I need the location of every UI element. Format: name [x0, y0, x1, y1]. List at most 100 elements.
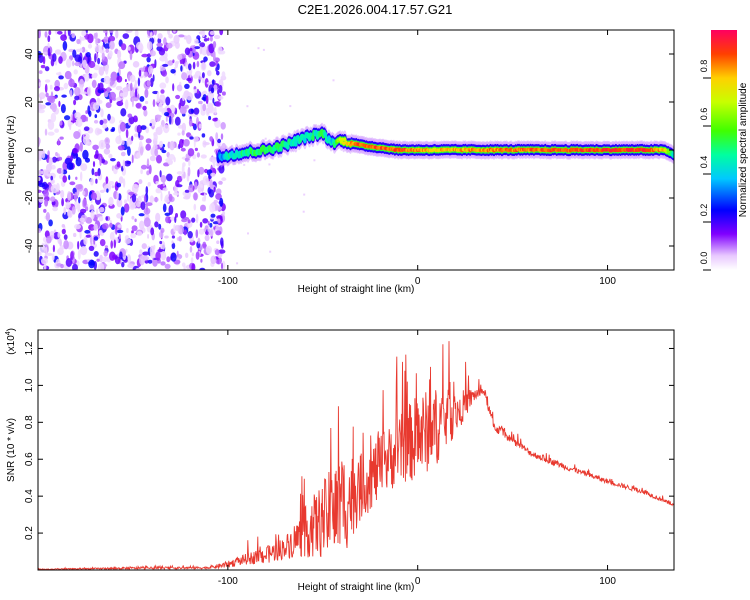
- noise-speck: [79, 221, 84, 225]
- noise-speck: [44, 66, 50, 72]
- noise-speck: [58, 100, 61, 107]
- spectrogram-y-tick-label: 0: [24, 147, 35, 153]
- noise-speck: [126, 146, 131, 157]
- noise-speck: [171, 242, 176, 250]
- noise-speck: [58, 75, 64, 80]
- noise-speck: [183, 229, 187, 236]
- noise-speck: [104, 245, 108, 249]
- noise-speck: [82, 190, 86, 196]
- noise-speck: [219, 30, 224, 36]
- noise-speck: [164, 263, 171, 269]
- noise-speck: [208, 115, 212, 121]
- figure-title: C2E1.2026.004.17.57.G21: [297, 2, 453, 17]
- noise-speck: [173, 34, 180, 44]
- noise-speck: [204, 234, 210, 242]
- noise-speck: [210, 255, 217, 265]
- noise-speck: [46, 163, 52, 173]
- noise-speck: [98, 139, 106, 150]
- noise-speck: [268, 163, 271, 166]
- noise-speck: [140, 201, 146, 210]
- noise-speck: [54, 86, 60, 92]
- noise-speck: [118, 233, 122, 240]
- noise-speck: [195, 251, 200, 260]
- noise-speck: [75, 176, 78, 180]
- noise-speck: [93, 236, 99, 241]
- noise-speck: [46, 235, 52, 244]
- noise-speck: [133, 153, 137, 159]
- noise-speck: [94, 114, 98, 119]
- noise-speck: [110, 240, 113, 249]
- noise-speck: [159, 170, 162, 178]
- noise-speck: [172, 83, 175, 92]
- noise-speck: [101, 256, 108, 262]
- noise-speck: [54, 79, 60, 89]
- noise-speck: [200, 102, 203, 113]
- noise-speck: [194, 46, 201, 50]
- snr-plot-area: [38, 330, 674, 570]
- noise-speck: [84, 229, 91, 234]
- noise-speck: [167, 30, 171, 35]
- noise-speck: [161, 149, 167, 154]
- noise-speck: [120, 108, 127, 117]
- noise-speck: [185, 252, 189, 258]
- noise-speck: [67, 210, 72, 217]
- noise-speck: [215, 205, 223, 211]
- noise-speck: [62, 175, 67, 183]
- noise-speck: [119, 121, 126, 132]
- noise-speck: [140, 125, 147, 130]
- noise-speck: [50, 175, 53, 181]
- noise-speck: [257, 47, 260, 50]
- noise-speck: [171, 235, 175, 239]
- noise-speck: [209, 61, 216, 67]
- noise-speck: [42, 56, 46, 65]
- noise-speck: [146, 56, 151, 63]
- noise-speck: [126, 160, 132, 165]
- noise-speck: [209, 36, 213, 42]
- noise-speck: [141, 243, 147, 250]
- noise-speck: [165, 115, 168, 122]
- noise-speck: [165, 57, 168, 66]
- noise-speck: [133, 84, 136, 92]
- noise-speck: [203, 38, 208, 42]
- noise-speck: [139, 96, 145, 102]
- noise-speck: [177, 132, 181, 136]
- noise-speck: [176, 250, 179, 257]
- noise-speck: [50, 196, 56, 202]
- noise-speck: [74, 223, 81, 230]
- noise-speck: [130, 233, 137, 239]
- noise-speck: [105, 48, 110, 54]
- noise-speck: [247, 232, 249, 235]
- noise-speck: [147, 259, 153, 264]
- noise-speck: [210, 87, 215, 94]
- noise-speck: [166, 256, 171, 263]
- noise-speck: [145, 203, 148, 213]
- colorbar-tick-label: 0.2: [699, 204, 709, 217]
- noise-speck: [175, 180, 180, 187]
- noise-speck: [152, 90, 159, 95]
- noise-speck: [54, 128, 59, 133]
- noise-speck: [216, 240, 220, 244]
- noise-speck: [106, 86, 111, 94]
- noise-speck: [198, 100, 203, 105]
- noise-speck: [103, 75, 111, 85]
- noise-speck: [136, 231, 143, 237]
- noise-speck: [202, 241, 207, 249]
- noise-speck: [213, 199, 219, 204]
- noise-speck: [190, 257, 194, 264]
- noise-speck: [205, 95, 209, 104]
- noise-speck: [83, 236, 88, 246]
- noise-speck: [109, 232, 115, 241]
- noise-speck: [50, 164, 56, 170]
- snr-multiplier-close: ): [6, 328, 17, 331]
- noise-speck: [131, 193, 137, 203]
- noise-speck: [115, 30, 119, 39]
- noise-speck: [200, 258, 203, 263]
- noise-speck: [183, 171, 186, 179]
- noise-speck: [56, 182, 60, 192]
- noise-speck: [131, 135, 134, 141]
- noise-speck: [215, 193, 222, 200]
- noise-speck: [302, 210, 305, 213]
- noise-speck: [218, 180, 223, 185]
- noise-speck: [199, 46, 203, 55]
- noise-speck: [201, 133, 206, 138]
